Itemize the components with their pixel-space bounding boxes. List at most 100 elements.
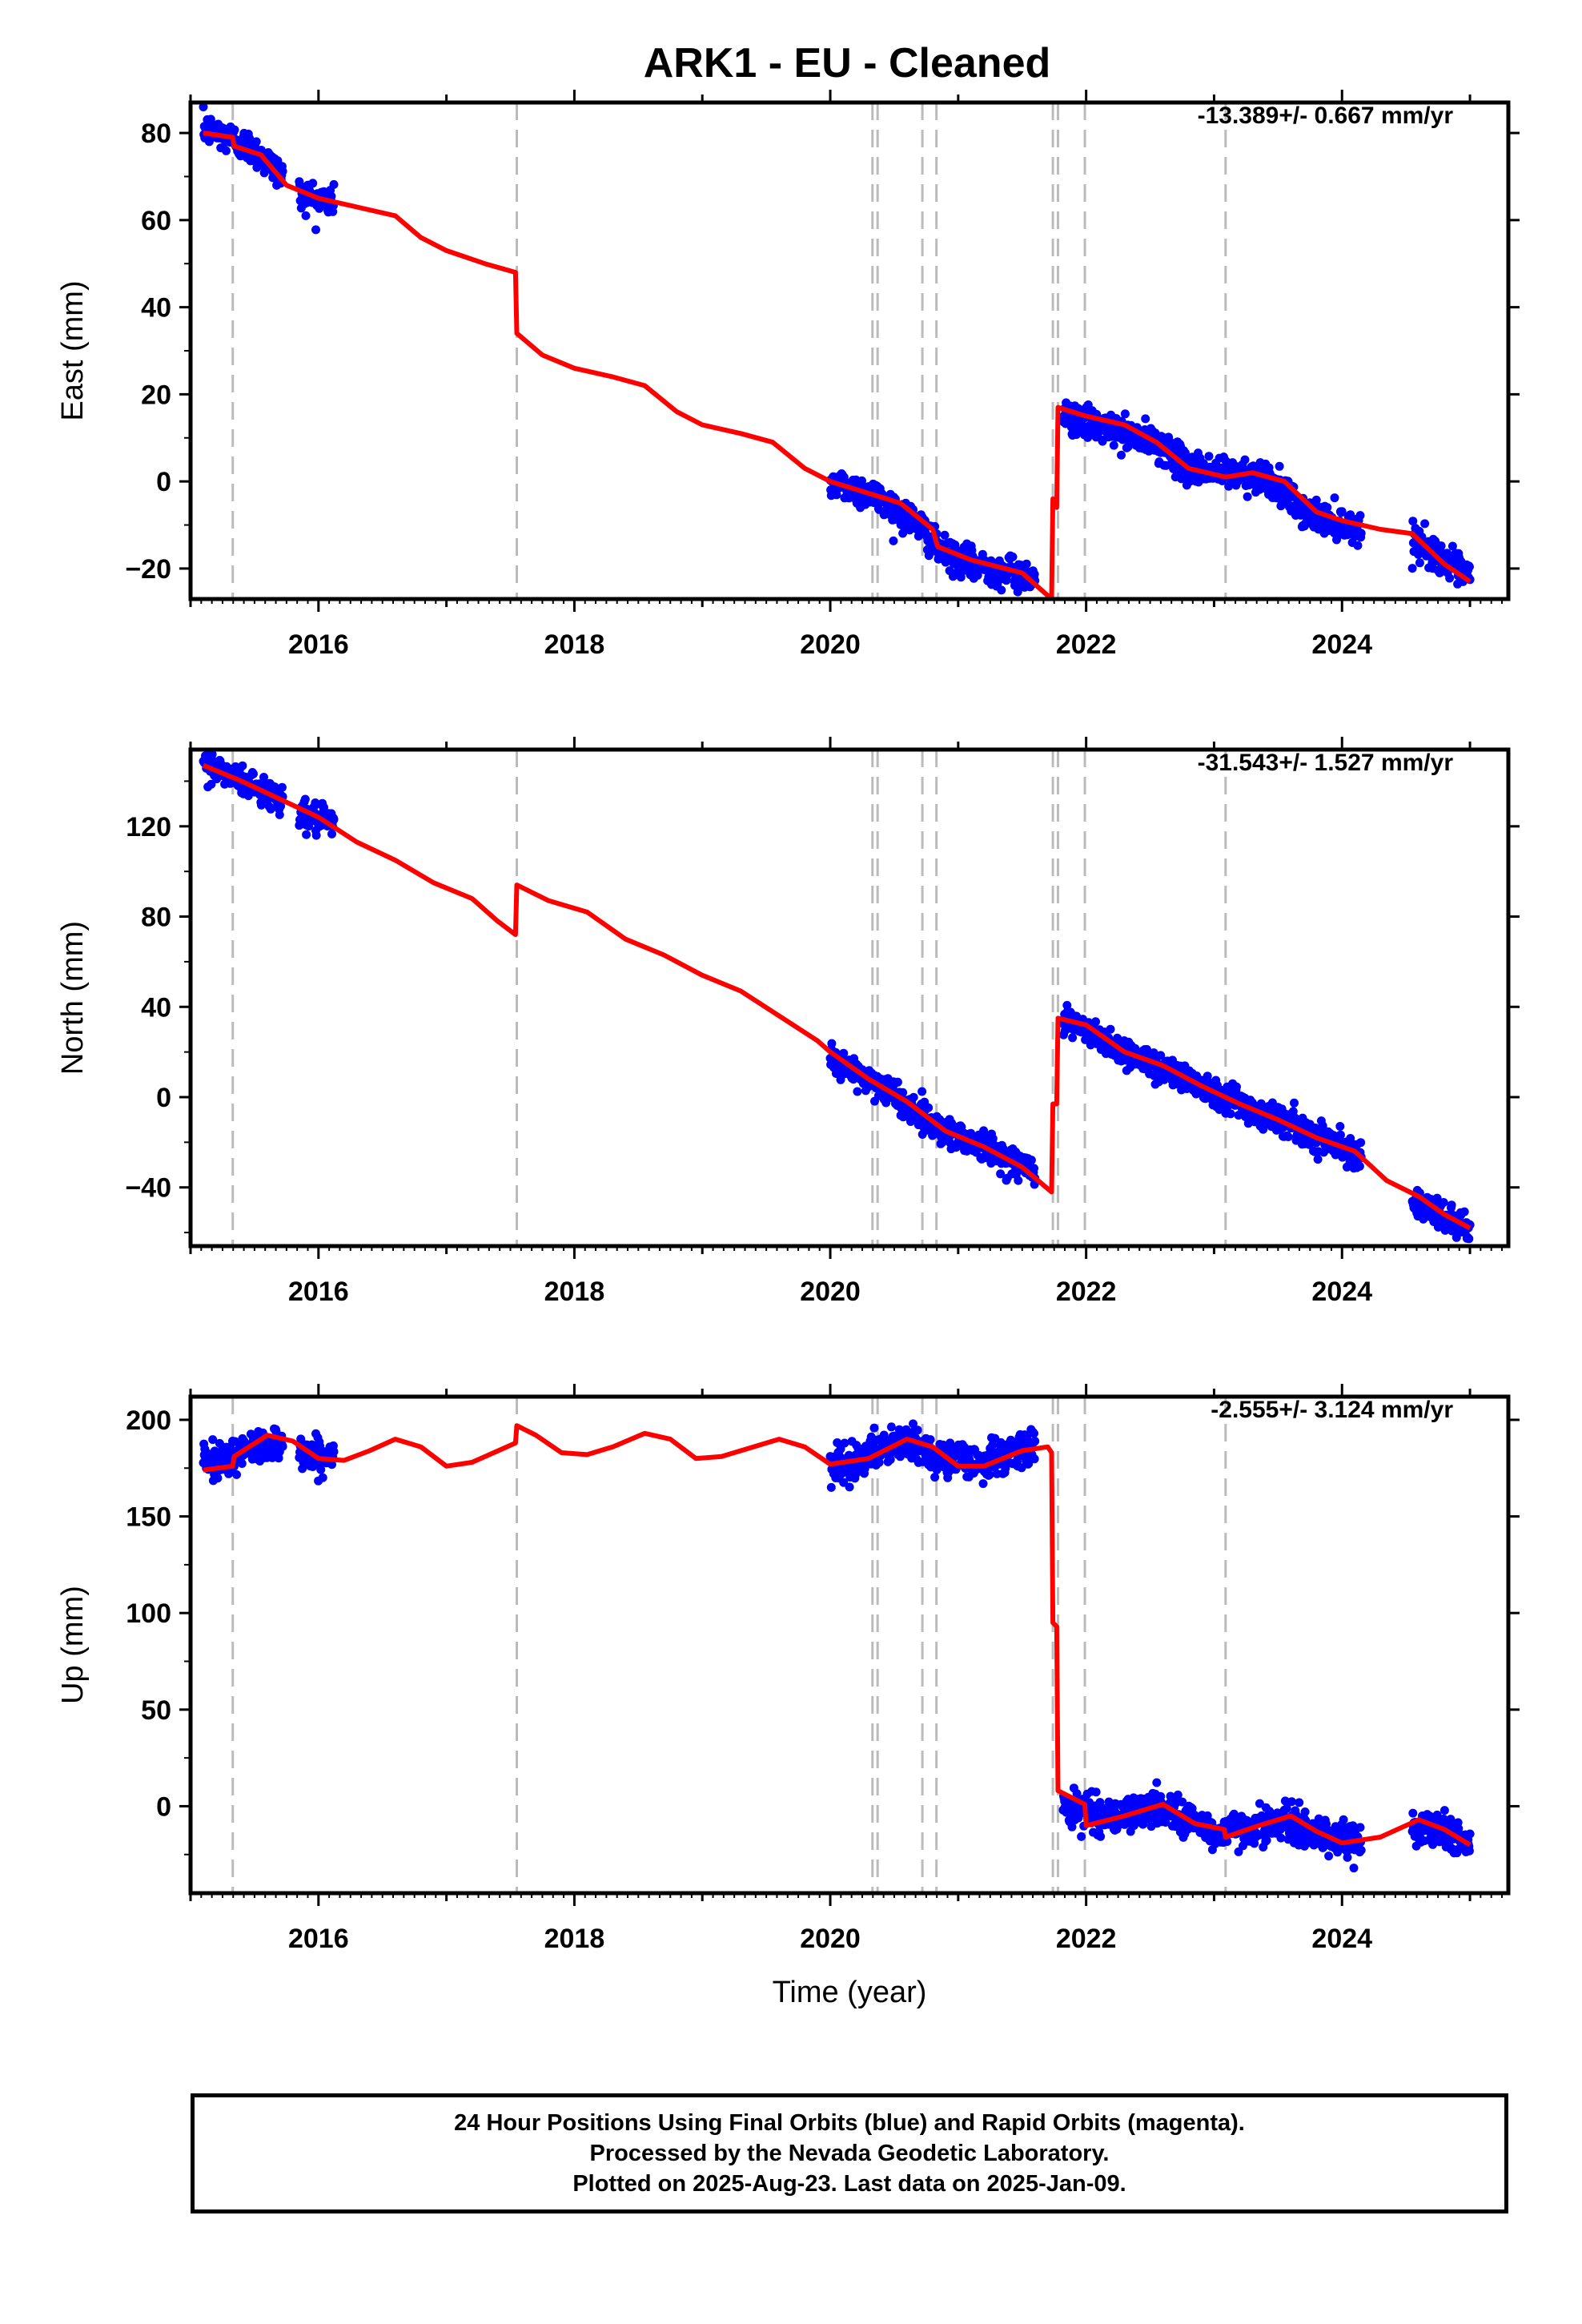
data-point [827, 1039, 837, 1048]
data-point [898, 529, 908, 538]
data-point [1464, 1234, 1474, 1244]
x-tick-label: 2020 [800, 1277, 861, 1307]
data-point [1276, 1833, 1286, 1843]
data-point [249, 769, 258, 778]
data-point [930, 1473, 940, 1482]
data-point [1349, 1864, 1359, 1873]
velocity-label: -31.543+/- 1.527 mm/yr [1198, 750, 1454, 776]
data-point [1014, 1176, 1023, 1185]
x-tick-label: 2018 [544, 1924, 605, 1954]
data-point [1355, 1161, 1364, 1171]
data-point [1356, 1845, 1366, 1855]
data-point [1324, 1852, 1334, 1861]
data-point [1432, 1193, 1442, 1203]
observed-points [199, 750, 1475, 1244]
data-point [997, 585, 1006, 595]
y-tick-label: 80 [141, 903, 171, 933]
data-point [1355, 1823, 1365, 1832]
data-point [230, 125, 239, 135]
data-point [1030, 1429, 1038, 1438]
data-point [1287, 1797, 1296, 1807]
data-point [319, 802, 328, 812]
y-tick-label: 20 [141, 380, 171, 410]
data-point [1077, 1831, 1086, 1841]
data-point [1022, 559, 1031, 569]
data-point [889, 536, 898, 545]
data-point [1464, 1846, 1474, 1856]
data-point [1313, 1155, 1323, 1164]
data-point [1322, 1819, 1331, 1829]
data-point [869, 1423, 879, 1433]
data-point [1295, 1798, 1304, 1807]
x-axis: 2016 2018 2020 2022 2024 [189, 1384, 1504, 1954]
x-tick-label: 2016 [288, 1924, 349, 1954]
data-point [327, 1460, 336, 1470]
data-point [1017, 1463, 1026, 1473]
panel-2: 2016 2018 2020 2022 2024 −40 0 40 80 120 North (mm… [56, 737, 1520, 1307]
y-tick-label: 0 [156, 1791, 171, 1822]
data-point [327, 829, 336, 838]
data-point [1454, 1823, 1464, 1833]
data-point [988, 1440, 998, 1449]
data-point [1203, 1072, 1212, 1081]
data-point [826, 1482, 836, 1492]
data-point [245, 134, 255, 143]
data-point [1465, 1829, 1475, 1839]
data-point [199, 103, 208, 111]
data-point [1030, 1454, 1039, 1464]
data-point [1356, 1138, 1366, 1148]
x-axis: 2016 2018 2020 2022 2024 [189, 90, 1504, 660]
x-tick-label: 2024 [1311, 629, 1372, 660]
data-point [1161, 1818, 1170, 1827]
data-point [909, 1092, 918, 1102]
data-point [1106, 1024, 1115, 1034]
data-point [222, 146, 231, 155]
data-point [301, 211, 311, 220]
data-point [1464, 562, 1474, 572]
data-point [1240, 455, 1250, 464]
data-point [1096, 1831, 1106, 1841]
data-point [1030, 569, 1039, 579]
data-point [1162, 460, 1170, 470]
data-point [256, 800, 266, 810]
data-point [1323, 503, 1332, 513]
data-point [1436, 541, 1446, 551]
data-point [1280, 1796, 1290, 1806]
data-point [845, 1482, 854, 1492]
data-point [1067, 1822, 1077, 1831]
data-point [318, 1473, 327, 1482]
data-point [832, 490, 841, 500]
data-point [298, 1464, 307, 1474]
y-tick-label: 60 [141, 206, 171, 236]
data-point [1091, 1017, 1100, 1027]
y-tick-label: 0 [156, 1083, 171, 1113]
data-point [1290, 1098, 1299, 1108]
data-point [207, 779, 216, 789]
data-point [1026, 1156, 1036, 1165]
model-line [202, 762, 1472, 1231]
y-tick-label: 150 [126, 1502, 171, 1533]
y-tick-label: 120 [126, 812, 171, 842]
data-point [1117, 450, 1126, 460]
data-point [1445, 573, 1455, 583]
x-tick-label: 2022 [1056, 629, 1117, 660]
x-tick-label: 2024 [1311, 1277, 1372, 1307]
x-tick-label: 2016 [288, 1277, 349, 1307]
data-point [1030, 1164, 1038, 1173]
data-point [207, 750, 217, 759]
data-point [237, 1459, 247, 1468]
model-line [203, 1423, 1472, 1848]
data-point [1283, 1132, 1293, 1141]
data-point [1439, 1806, 1449, 1815]
data-point [308, 179, 318, 188]
data-point [1300, 1807, 1310, 1816]
panels: 2016 2018 2020 2022 2024 −20 0 20 40 60 80 East (mm… [56, 90, 1520, 2009]
data-point [316, 1465, 326, 1474]
data-point [909, 1419, 917, 1429]
footer-line-orbits: 24 Hour Positions Using Final Orbits (bl… [454, 2110, 1245, 2136]
break-lines [231, 750, 1227, 1246]
data-point [898, 1088, 908, 1097]
data-point [1120, 409, 1130, 419]
data-point [275, 810, 284, 819]
